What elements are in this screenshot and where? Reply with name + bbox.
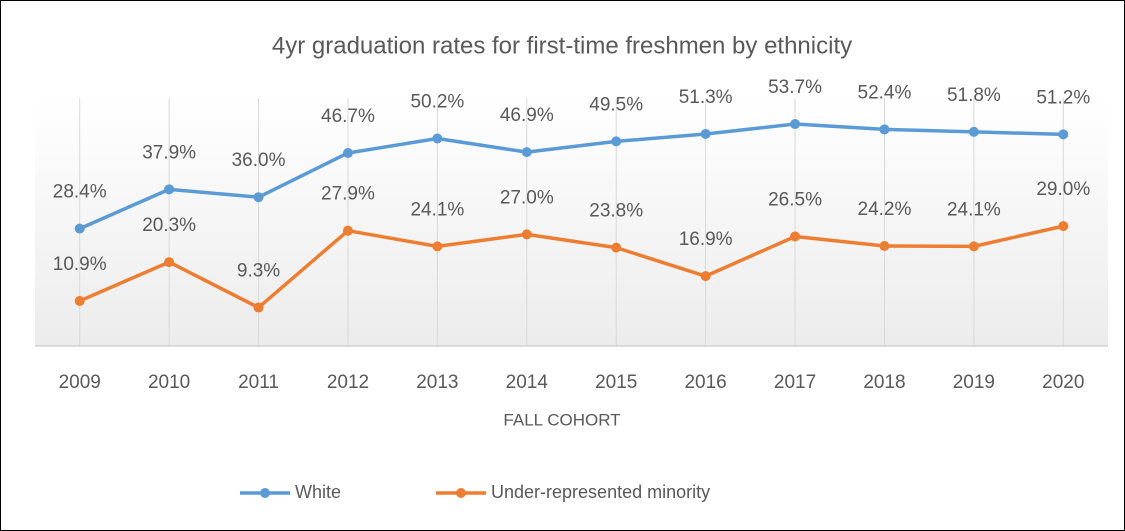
point [1058,129,1069,140]
x-tick-label: 2013 [416,372,458,393]
legend-label: White [295,482,341,502]
x-tick-label: 2012 [327,372,369,393]
data-label: 24.1% [410,199,464,220]
chart-title: 4yr graduation rates for first-time fres… [272,32,852,59]
data-label: 46.9% [500,105,554,126]
data-label: 27.0% [500,187,554,208]
point [879,240,890,251]
x-tick-label: 2018 [863,372,905,393]
point [790,231,801,242]
data-label: 9.3% [237,261,280,282]
point [611,242,622,253]
x-tick-label: 2014 [506,372,549,393]
x-tick-label: 2016 [684,372,726,393]
data-label: 24.1% [947,199,1001,220]
point [164,184,175,195]
data-label: 50.2% [410,92,464,113]
data-label: 29.0% [1036,179,1090,200]
legend-marker [260,488,270,498]
series-line [79,224,1064,310]
data-label: 51.2% [1036,87,1090,108]
x-tick-label: 2015 [595,372,637,393]
point [164,257,175,268]
plot-area [35,98,1108,346]
data-label: 49.5% [589,94,643,115]
series-line [79,122,1064,231]
point [521,147,532,158]
data-label: 16.9% [679,229,733,250]
point [342,225,353,236]
data-label: 36.0% [232,150,286,171]
x-tick-label: 2017 [774,372,816,393]
point [74,223,85,234]
data-label: 53.7% [768,77,822,98]
point [1058,221,1069,232]
data-label: 52.4% [858,82,912,103]
point [253,302,264,313]
point [342,147,353,158]
legend-marker [456,488,467,498]
point [700,271,711,282]
point [432,241,443,252]
x-axis-title: FALL COHORT [503,410,620,429]
data-label: 24.2% [858,199,912,220]
data-label: 51.8% [947,85,1001,106]
point [879,124,890,135]
data-label: 20.3% [142,215,196,236]
data-label: 37.9% [142,142,196,163]
legend-label: Under-represented minority [491,482,710,502]
point [790,119,801,130]
x-tick-label: 2020 [1042,372,1084,393]
x-tick-label: 2009 [59,372,101,393]
data-label: 23.8% [589,201,643,222]
data-label: 26.5% [768,189,822,210]
point [611,136,622,147]
data-label: 27.9% [321,184,375,205]
data-label: 28.4% [53,182,107,203]
data-label: 46.7% [321,106,375,127]
data-label: 51.3% [679,87,733,108]
point [968,241,979,252]
data-label: 10.9% [53,254,107,275]
point [968,126,979,137]
x-tick-label: 2011 [238,372,279,393]
point [74,295,85,306]
point [521,229,532,240]
point [432,133,443,144]
point [253,192,264,203]
x-tick-label: 2019 [953,372,995,393]
x-tick-label: 2010 [148,372,190,393]
point [700,128,711,139]
